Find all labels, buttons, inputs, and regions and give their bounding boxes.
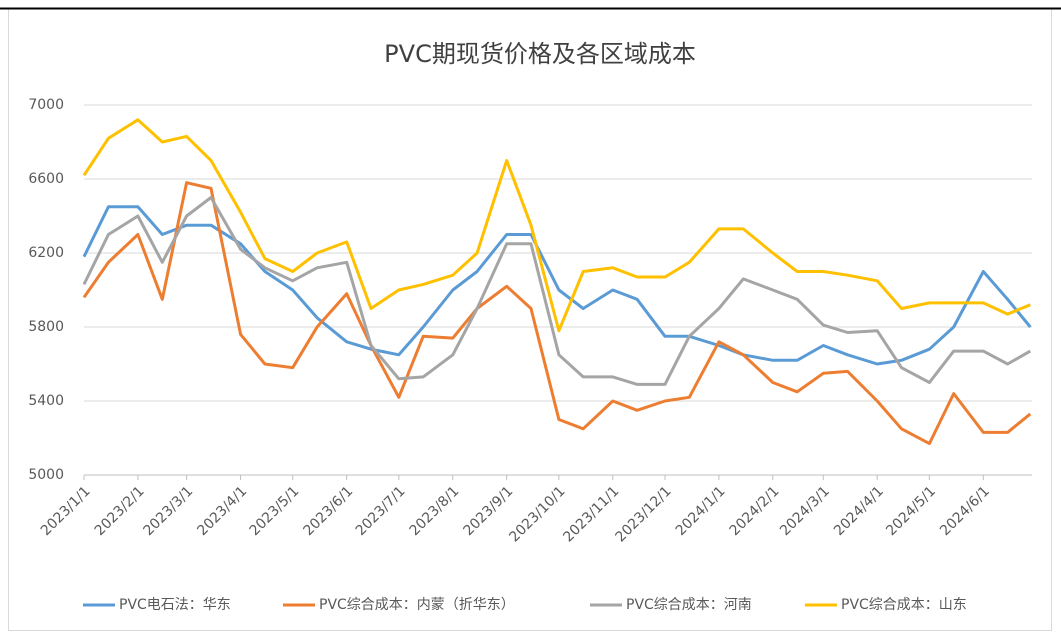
y-tick-label: 7000 <box>28 97 64 113</box>
y-tick-label: 5400 <box>28 393 64 409</box>
chart-frame <box>8 8 1052 631</box>
series-line <box>82 196 1032 386</box>
y-tick-label: 6600 <box>28 171 64 187</box>
y-tick-label: 5000 <box>28 467 64 483</box>
legend-label: PVC电石法：华东 <box>119 597 231 613</box>
series-line <box>82 205 1032 366</box>
legend-label: PVC综合成本：内蒙（折华东） <box>319 597 515 613</box>
chart-title: PVC期现货价格及各区域成本 <box>384 40 696 68</box>
legend-label: PVC综合成本：河南 <box>626 597 752 613</box>
legend-label: PVC综合成本：山东 <box>841 597 967 613</box>
series-line <box>82 181 1032 446</box>
series-line <box>82 118 1031 333</box>
y-tick-label: 5800 <box>28 319 64 335</box>
y-tick-label: 6200 <box>28 245 64 261</box>
